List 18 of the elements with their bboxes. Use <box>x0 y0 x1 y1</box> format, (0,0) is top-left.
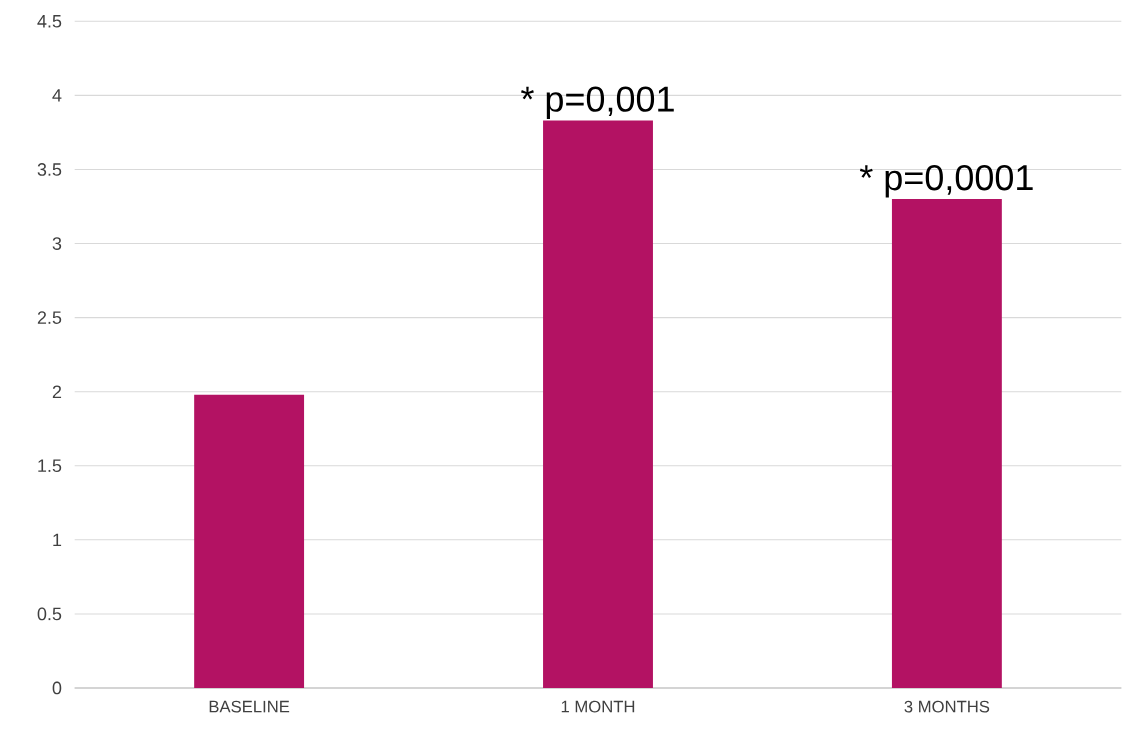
y-tick-label: 1 <box>53 533 62 547</box>
annotation: * p=0,0001 <box>859 164 1033 198</box>
bar <box>543 120 653 688</box>
annotation: * p=0,001 <box>521 86 674 119</box>
x-tick-label: BASELINE <box>209 700 290 713</box>
y-tick-label: 1.5 <box>38 459 62 473</box>
y-tick-label: 4 <box>52 89 62 102</box>
y-tick-label: 2 <box>52 385 62 398</box>
x-tick-label: 1 MONTH <box>561 700 635 713</box>
y-tick-label: 0.5 <box>37 607 62 621</box>
y-tick-label: 4.5 <box>37 15 62 28</box>
y-tick-label: 0 <box>52 681 62 695</box>
y-tick-label: 2.5 <box>37 311 62 324</box>
x-tick-label: 3 MONTHS <box>904 700 990 713</box>
bar <box>891 199 1002 688</box>
y-tick-label: 3.5 <box>37 163 62 176</box>
bar <box>194 394 305 688</box>
y-tick-label: 3 <box>52 237 62 250</box>
